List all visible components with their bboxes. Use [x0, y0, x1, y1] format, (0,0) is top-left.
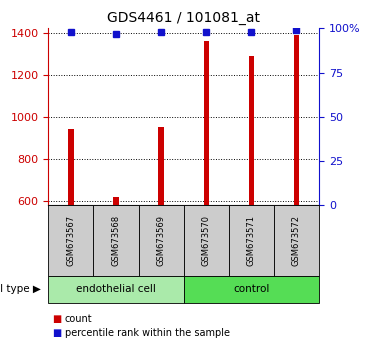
Text: GSM673570: GSM673570 [202, 215, 211, 266]
Bar [249, 56, 254, 205]
Bar [294, 35, 299, 205]
Text: control: control [233, 284, 270, 295]
Text: GSM673567: GSM673567 [66, 215, 75, 266]
Bar [113, 197, 119, 205]
Bar [158, 127, 164, 205]
Text: ■: ■ [52, 314, 61, 324]
Text: cell type ▶: cell type ▶ [0, 284, 41, 295]
Title: GDS4461 / 101081_at: GDS4461 / 101081_at [107, 11, 260, 24]
Text: GSM673571: GSM673571 [247, 215, 256, 266]
Bar [68, 130, 73, 205]
Text: ■: ■ [52, 328, 61, 338]
Text: percentile rank within the sample: percentile rank within the sample [65, 328, 230, 338]
Text: GSM673572: GSM673572 [292, 215, 301, 266]
Text: endothelial cell: endothelial cell [76, 284, 156, 295]
Text: GSM673568: GSM673568 [111, 215, 121, 266]
Text: GSM673569: GSM673569 [157, 215, 165, 266]
Bar [204, 41, 209, 205]
Text: count: count [65, 314, 92, 324]
